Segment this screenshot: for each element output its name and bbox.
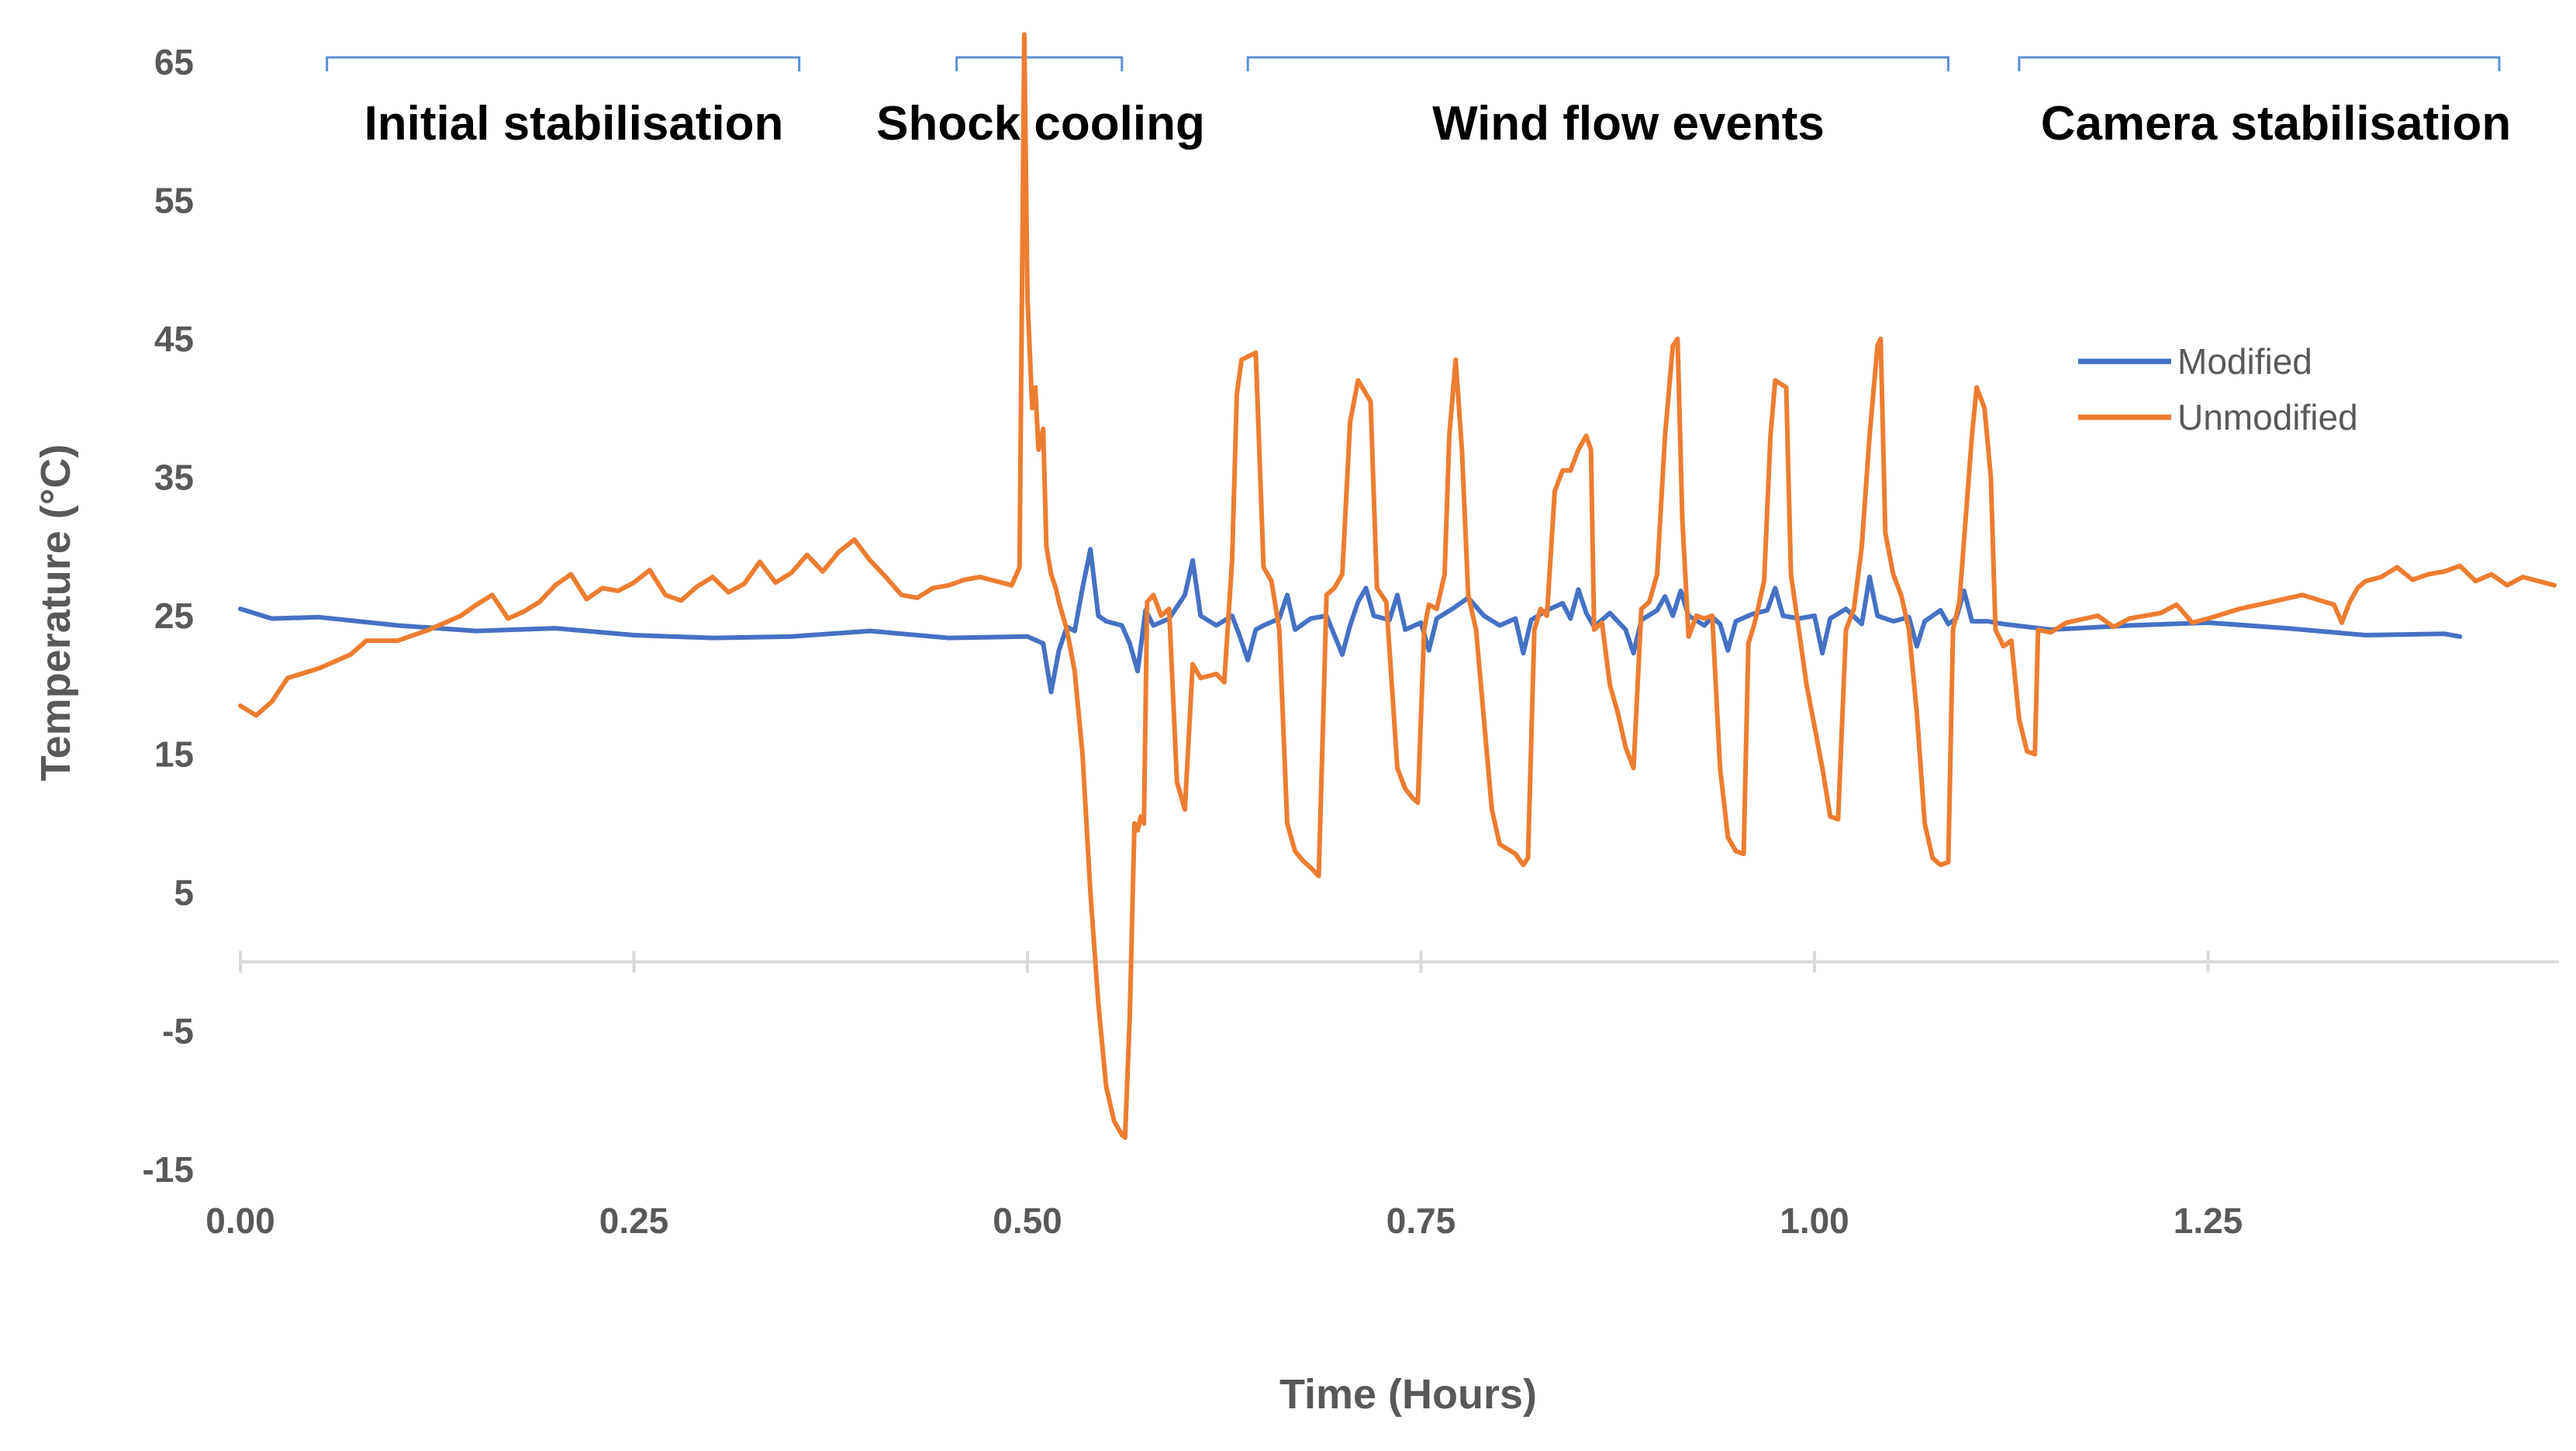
phase-bracket	[326, 56, 801, 71]
series-line-unmodified	[238, 32, 2557, 1140]
y-tick-label: 35	[154, 458, 194, 498]
phase-label: Camera stabilisation	[2041, 97, 2511, 150]
x-tick-label: 1.25	[2174, 1201, 2243, 1241]
phase-annotations: Initial stabilisation Shock cooling Wind f…	[326, 56, 2511, 150]
legend: Modified Unmodified	[2078, 341, 2358, 437]
x-tick-label: 0.75	[1386, 1201, 1456, 1241]
series-lines	[238, 32, 2557, 1140]
series-line-modified	[238, 547, 2463, 695]
y-tick-label: 65	[154, 42, 194, 82]
y-tick-label: -15	[143, 1149, 194, 1190]
phase-label: Shock cooling	[876, 97, 1205, 150]
legend-label-modified: Modified	[2177, 341, 2312, 382]
phase-bracket	[955, 56, 1124, 71]
x-tick-label: 1.00	[1780, 1201, 1849, 1241]
phase-bracket	[1246, 56, 1950, 71]
y-tick-label: 5	[174, 872, 194, 913]
legend-label-unmodified: Unmodified	[2177, 397, 2358, 437]
y-tick-label: 25	[154, 596, 194, 636]
phase-label: Wind flow events	[1432, 97, 1825, 150]
y-tick-label: 45	[154, 319, 194, 359]
x-tick-label: 0.50	[993, 1201, 1062, 1241]
y-tick-label: 15	[154, 734, 194, 775]
axes: 0.00 0.25 0.50 0.75 1.00 1.25 65 55 45 35 25 15 5 -5 -…	[143, 42, 2559, 1241]
phase-label: Initial stabilisation	[364, 97, 784, 150]
y-axis-title: Temperature (°C)	[33, 444, 79, 782]
x-tick-label: 0.25	[599, 1201, 669, 1241]
x-axis-title: Time (Hours)	[1279, 1371, 1537, 1418]
y-tick-label: -5	[162, 1011, 194, 1052]
y-tick-label: 55	[154, 181, 194, 221]
x-tick-label: 0.00	[205, 1201, 275, 1241]
phase-bracket	[2018, 56, 2501, 71]
